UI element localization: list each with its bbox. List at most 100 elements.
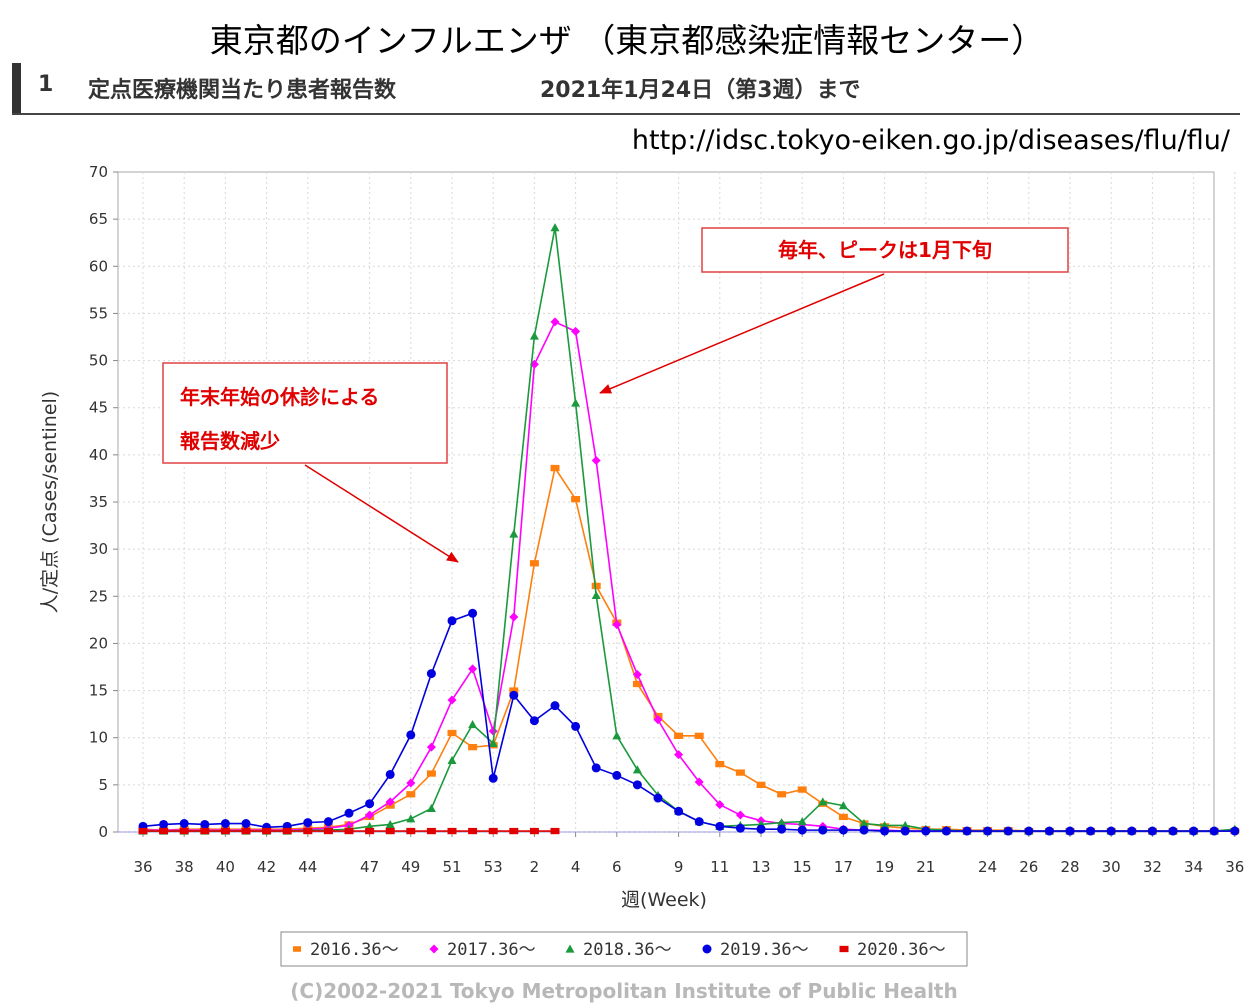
data-point xyxy=(900,826,910,836)
data-point xyxy=(550,701,560,711)
y-tick-label: 15 xyxy=(89,682,108,700)
x-tick-label: 13 xyxy=(751,858,770,876)
y-axis-ticks: 0 5 10 15 20 25 30 35 40 45 50 55 60 65 70 xyxy=(89,163,118,841)
x-tick-label: 11 xyxy=(710,858,729,876)
data-point xyxy=(529,331,539,340)
data-point xyxy=(468,827,478,835)
data-point xyxy=(447,695,457,705)
data-point xyxy=(818,797,828,806)
data-point xyxy=(1003,826,1013,836)
data-point xyxy=(859,825,869,835)
y-tick-label: 60 xyxy=(89,257,108,275)
legend-marker xyxy=(702,944,712,954)
legend-marker xyxy=(429,944,439,954)
annotation-peak-text: 毎年、ピークは1月下旬 xyxy=(778,238,992,262)
legend-box xyxy=(280,931,968,967)
x-tick-label: 44 xyxy=(298,858,317,876)
data-point xyxy=(880,820,890,829)
data-point xyxy=(365,810,375,820)
series-group xyxy=(138,223,1240,836)
section-number: 1 xyxy=(38,72,54,97)
y-tick-label: 55 xyxy=(89,304,108,322)
data-point xyxy=(756,781,766,789)
data-point xyxy=(488,738,498,747)
x-tick-label: 19 xyxy=(875,858,894,876)
data-point xyxy=(468,743,478,751)
data-point xyxy=(983,826,993,836)
annotation-box-peak xyxy=(701,227,1069,273)
annotation-holiday-line1: 年末年始の休診による xyxy=(180,385,379,409)
data-point xyxy=(1127,826,1137,836)
data-point xyxy=(385,797,395,807)
x-tick-label: 53 xyxy=(484,858,503,876)
data-point xyxy=(612,731,622,740)
x-tick-label: 17 xyxy=(834,858,853,876)
x-tick-label: 28 xyxy=(1060,858,1079,876)
data-point xyxy=(591,763,601,773)
data-point xyxy=(426,803,436,813)
data-point xyxy=(282,827,292,835)
data-point xyxy=(447,755,457,764)
data-point xyxy=(550,317,560,327)
x-tick-label: 2 xyxy=(530,858,540,876)
legend-label: 2018.36～ xyxy=(583,940,672,960)
source-url[interactable]: http://idsc.tokyo-eiken.go.jp/diseases/f… xyxy=(631,125,1230,156)
data-point xyxy=(406,730,416,740)
x-tick-label: 4 xyxy=(571,858,581,876)
y-tick-label: 45 xyxy=(89,399,108,417)
x-tick-label: 32 xyxy=(1143,858,1162,876)
data-point xyxy=(735,823,745,833)
x-axis-label: 週(Week) xyxy=(621,889,707,911)
section-title: 定点医療機関当たり患者報告数 xyxy=(88,78,397,103)
x-tick-label: 6 xyxy=(612,858,622,876)
annotation-holiday-line2: 報告数減少 xyxy=(180,429,280,453)
data-point xyxy=(303,818,313,828)
annotation-peak-arrow xyxy=(599,273,885,394)
data-point xyxy=(632,680,642,688)
data-point xyxy=(406,791,416,798)
data-point xyxy=(550,827,560,835)
y-tick-label: 35 xyxy=(89,493,108,511)
data-point xyxy=(529,716,539,726)
legend-marker xyxy=(839,945,849,953)
data-point xyxy=(571,721,581,731)
data-point xyxy=(838,813,848,821)
data-point xyxy=(1230,826,1240,836)
data-point xyxy=(1189,826,1199,836)
data-point xyxy=(1209,826,1219,836)
data-point xyxy=(632,780,642,790)
data-point xyxy=(200,827,210,835)
data-point xyxy=(509,687,519,694)
y-tick-label: 20 xyxy=(89,634,108,652)
data-point xyxy=(591,456,601,466)
data-point xyxy=(426,742,436,752)
data-point xyxy=(509,612,519,622)
data-point xyxy=(447,616,457,626)
data-point xyxy=(385,819,395,829)
data-point xyxy=(385,827,395,835)
legend-label: 2019.36～ xyxy=(720,940,809,960)
y-tick-label: 5 xyxy=(98,776,108,794)
data-point xyxy=(426,669,436,679)
x-tick-label: 42 xyxy=(257,858,276,876)
data-point xyxy=(241,827,251,835)
data-point xyxy=(735,810,745,820)
y-axis-label: 人/定点 (Cases/sentinel) xyxy=(39,391,61,613)
data-point xyxy=(797,825,807,835)
data-point xyxy=(571,398,581,407)
data-point xyxy=(509,529,519,538)
copyright: (C)2002-2021 Tokyo Metropolitan Institut… xyxy=(290,979,957,1003)
y-tick-label: 50 xyxy=(89,352,108,370)
data-point xyxy=(550,223,560,232)
data-point xyxy=(735,769,745,776)
data-point xyxy=(900,820,910,829)
data-point xyxy=(1024,826,1034,836)
data-point xyxy=(488,773,498,783)
data-point xyxy=(179,827,189,835)
data-point xyxy=(962,826,972,836)
data-point xyxy=(323,827,333,835)
page-title: 東京都のインフルエンザ （東京都感染症情報センター） xyxy=(209,21,1045,60)
data-point xyxy=(941,826,951,836)
data-point xyxy=(303,827,313,835)
